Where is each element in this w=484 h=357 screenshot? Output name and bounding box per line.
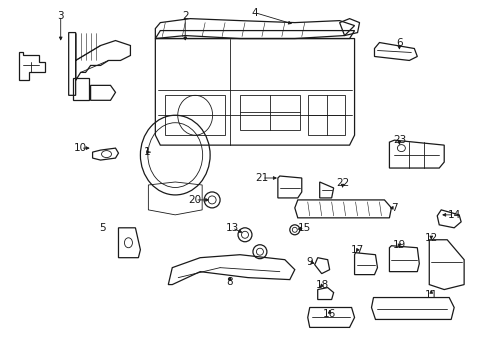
Text: 22: 22 [335, 178, 348, 188]
Text: 21: 21 [255, 173, 268, 183]
Text: 13: 13 [225, 223, 238, 233]
Text: 9: 9 [306, 257, 312, 267]
Text: 18: 18 [316, 280, 329, 290]
Text: 16: 16 [322, 310, 335, 320]
Text: 3: 3 [57, 11, 64, 21]
Text: 10: 10 [74, 143, 87, 153]
Text: 6: 6 [395, 37, 402, 47]
Text: 2: 2 [182, 11, 188, 21]
Text: 12: 12 [424, 233, 437, 243]
Text: 23: 23 [392, 135, 405, 145]
Text: 5: 5 [99, 223, 106, 233]
Text: 14: 14 [447, 210, 460, 220]
Text: 8: 8 [226, 277, 233, 287]
Text: 4: 4 [251, 7, 258, 17]
Text: 19: 19 [392, 240, 405, 250]
Text: 20: 20 [188, 195, 201, 205]
Text: 17: 17 [350, 245, 363, 255]
Text: 7: 7 [390, 203, 397, 213]
Text: 1: 1 [144, 147, 151, 157]
Text: 15: 15 [298, 223, 311, 233]
Text: 11: 11 [424, 290, 437, 300]
